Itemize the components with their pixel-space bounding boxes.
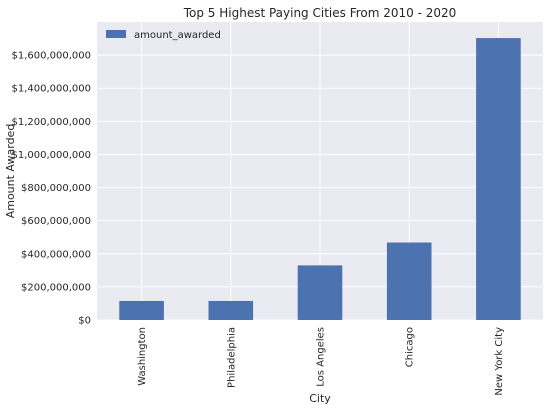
bar-washington [119, 300, 164, 320]
legend: amount_awarded [106, 30, 221, 41]
x-tick-label: Los Angeles [316, 327, 327, 387]
y-tick-label: $1,400,000,000 [11, 84, 91, 95]
x-tick-label: Washington [137, 327, 148, 386]
y-tick-label: $1,000,000,000 [11, 150, 91, 161]
legend-label: amount_awarded [134, 30, 221, 41]
y-tick-label: $400,000,000 [21, 249, 91, 260]
x-tick-label: Chicago [405, 327, 416, 367]
y-axis-ticks: $0 $200,000,000 $400,000,000 $600,000,000 $8… [11, 51, 91, 327]
legend-swatch [106, 30, 126, 38]
x-tick-label: New York City [494, 327, 505, 396]
x-axis-ticks: Washington Philadelphia Los Angeles Chicago… [137, 327, 505, 396]
y-tick-label: $200,000,000 [21, 282, 91, 293]
bar-philadelphia [208, 300, 254, 320]
y-tick-label: $600,000,000 [21, 216, 91, 227]
bar-los-angeles [297, 265, 343, 320]
y-tick-label: $1,200,000,000 [11, 117, 91, 128]
x-tick-label: Philadelphia [226, 327, 237, 388]
y-tick-label: $0 [78, 316, 91, 327]
x-axis-title: City [309, 392, 331, 405]
chart-title: Top 5 Highest Paying Cities From 2010 - … [183, 6, 457, 20]
y-tick-label: $1,600,000,000 [11, 51, 91, 62]
bar-new-york-city [476, 38, 521, 320]
bars [119, 38, 521, 320]
bar-chicago [386, 242, 432, 320]
y-axis-title: Amount Awarded [4, 124, 17, 219]
y-tick-label: $800,000,000 [21, 183, 91, 194]
